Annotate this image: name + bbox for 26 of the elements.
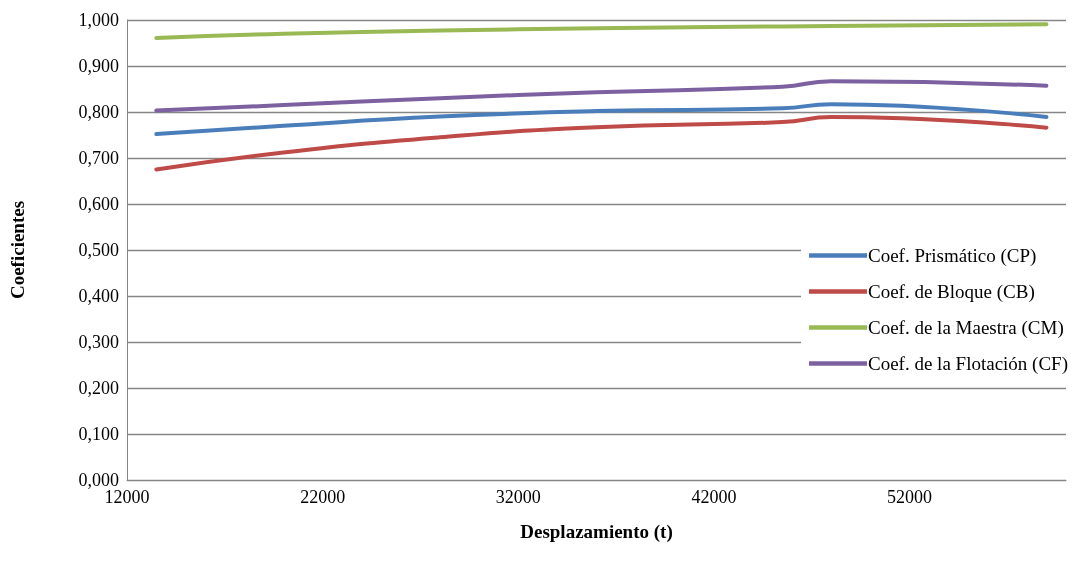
- x-tick-label: 22000: [300, 487, 346, 507]
- line-series: [154, 102, 1049, 137]
- y-tick-label: 0,700: [78, 148, 119, 168]
- y-tick-label: 0,300: [78, 332, 119, 352]
- legend-label: Coef. de la Flotación (CF): [868, 353, 1069, 375]
- y-axis-title: Coeficientes: [7, 200, 28, 300]
- line-series: [154, 115, 1049, 172]
- y-tick-label: 0,200: [78, 378, 119, 398]
- y-tick-label: 1,000: [78, 10, 119, 30]
- line-series: [154, 79, 1049, 113]
- y-tick-label: 0,400: [78, 286, 119, 306]
- y-tick-label: 0,800: [78, 102, 119, 122]
- x-tick-label: 52000: [887, 487, 932, 507]
- legend-label: Coef. Prismático (CP): [868, 245, 1037, 267]
- x-tick-label: 12000: [104, 487, 150, 507]
- y-tick-label: 0,600: [78, 194, 119, 214]
- line-series: [154, 22, 1049, 40]
- y-tick-label: 0,900: [78, 56, 119, 76]
- legend-label: Coef. de la Maestra (CM): [868, 317, 1064, 339]
- x-tick-label: 32000: [495, 487, 541, 507]
- y-tick-label: 0,500: [78, 240, 119, 260]
- x-tick-label: 42000: [691, 487, 737, 507]
- legend-label: Coef. de Bloque (CB): [868, 281, 1035, 303]
- x-axis-title: Desplazamiento (t): [520, 521, 673, 543]
- y-tick-label: 0,000: [78, 470, 119, 490]
- y-tick-label: 0,100: [78, 424, 119, 444]
